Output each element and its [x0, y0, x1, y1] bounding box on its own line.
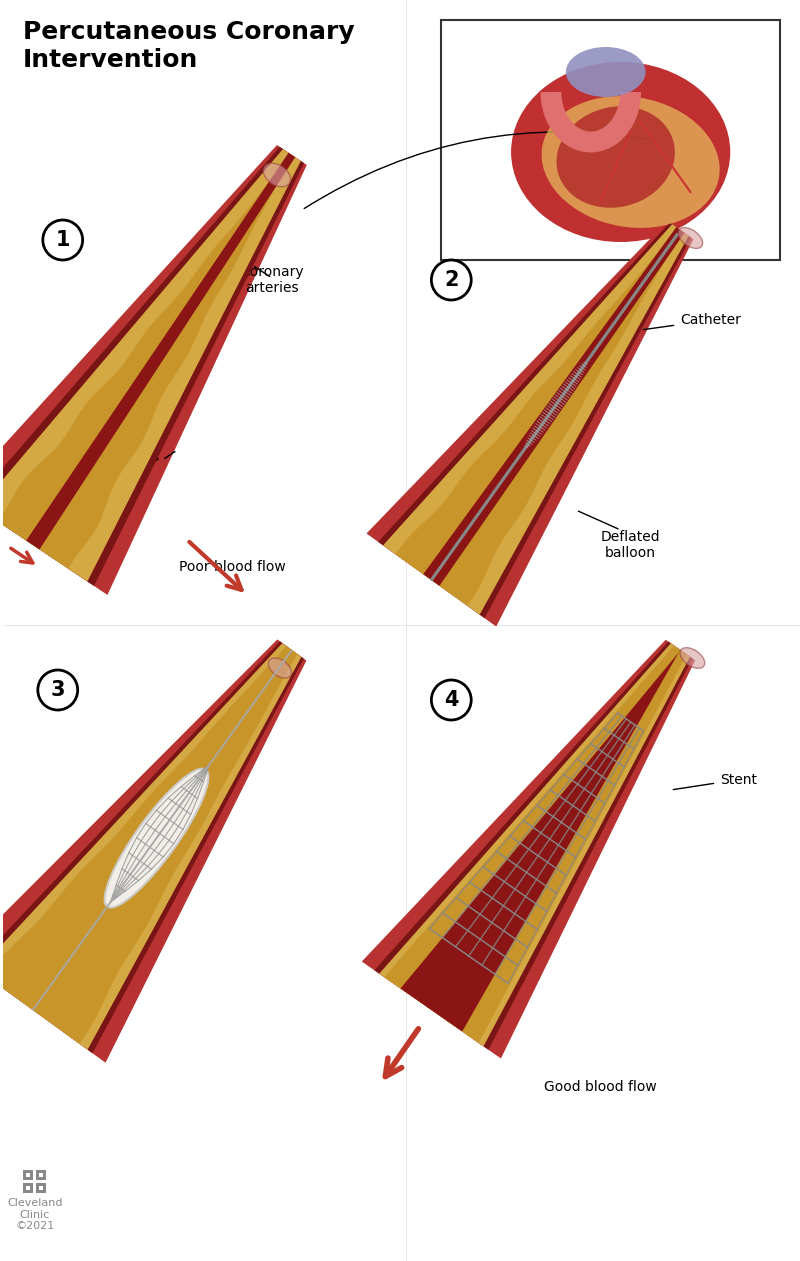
- Text: Percutaneous Coronary
Intervention: Percutaneous Coronary Intervention: [23, 20, 354, 72]
- PathPatch shape: [379, 643, 690, 1047]
- Text: Stent: Stent: [720, 773, 758, 787]
- PathPatch shape: [0, 149, 301, 581]
- PathPatch shape: [374, 642, 693, 1049]
- PathPatch shape: [0, 642, 304, 1053]
- Bar: [39, 1173, 43, 1177]
- Text: Cleveland
Clinic
©2021: Cleveland Clinic ©2021: [7, 1198, 62, 1231]
- Bar: [39, 1187, 43, 1190]
- Bar: [36, 1183, 46, 1193]
- Ellipse shape: [566, 47, 646, 97]
- Ellipse shape: [269, 658, 291, 678]
- Text: Good blood flow: Good blood flow: [544, 1079, 657, 1095]
- Text: 4: 4: [444, 690, 458, 710]
- Ellipse shape: [511, 62, 730, 242]
- PathPatch shape: [0, 155, 293, 569]
- Ellipse shape: [678, 227, 702, 248]
- PathPatch shape: [395, 228, 682, 605]
- PathPatch shape: [0, 639, 306, 1063]
- Ellipse shape: [542, 96, 720, 228]
- PathPatch shape: [362, 639, 695, 1058]
- PathPatch shape: [384, 646, 686, 1043]
- PathPatch shape: [401, 649, 681, 1031]
- Text: Atherosclerosis
(plaque): Atherosclerosis (plaque): [55, 450, 160, 480]
- Text: Coronary
arteries: Coronary arteries: [240, 265, 304, 295]
- PathPatch shape: [0, 646, 298, 1044]
- FancyBboxPatch shape: [442, 20, 780, 260]
- Bar: [26, 1173, 30, 1177]
- Text: Deflated
balloon: Deflated balloon: [601, 530, 661, 560]
- PathPatch shape: [378, 222, 691, 618]
- PathPatch shape: [0, 149, 287, 535]
- Text: Poor blood flow: Poor blood flow: [178, 560, 286, 574]
- Bar: [26, 1187, 30, 1190]
- Bar: [23, 1183, 33, 1193]
- Text: Inflated
balloon: Inflated balloon: [76, 890, 129, 921]
- PathPatch shape: [366, 221, 694, 627]
- Text: 2: 2: [444, 270, 458, 290]
- Ellipse shape: [105, 769, 209, 908]
- Bar: [36, 1170, 46, 1180]
- Text: 1: 1: [55, 230, 70, 250]
- Text: 3: 3: [50, 680, 65, 700]
- PathPatch shape: [423, 227, 685, 586]
- Bar: [23, 1170, 33, 1180]
- PathPatch shape: [0, 145, 307, 595]
- Ellipse shape: [263, 163, 290, 187]
- Text: Catheter: Catheter: [681, 313, 742, 327]
- Ellipse shape: [680, 648, 705, 668]
- Ellipse shape: [557, 106, 675, 208]
- PathPatch shape: [26, 153, 295, 550]
- PathPatch shape: [383, 224, 689, 614]
- PathPatch shape: [0, 643, 302, 1049]
- PathPatch shape: [0, 146, 304, 586]
